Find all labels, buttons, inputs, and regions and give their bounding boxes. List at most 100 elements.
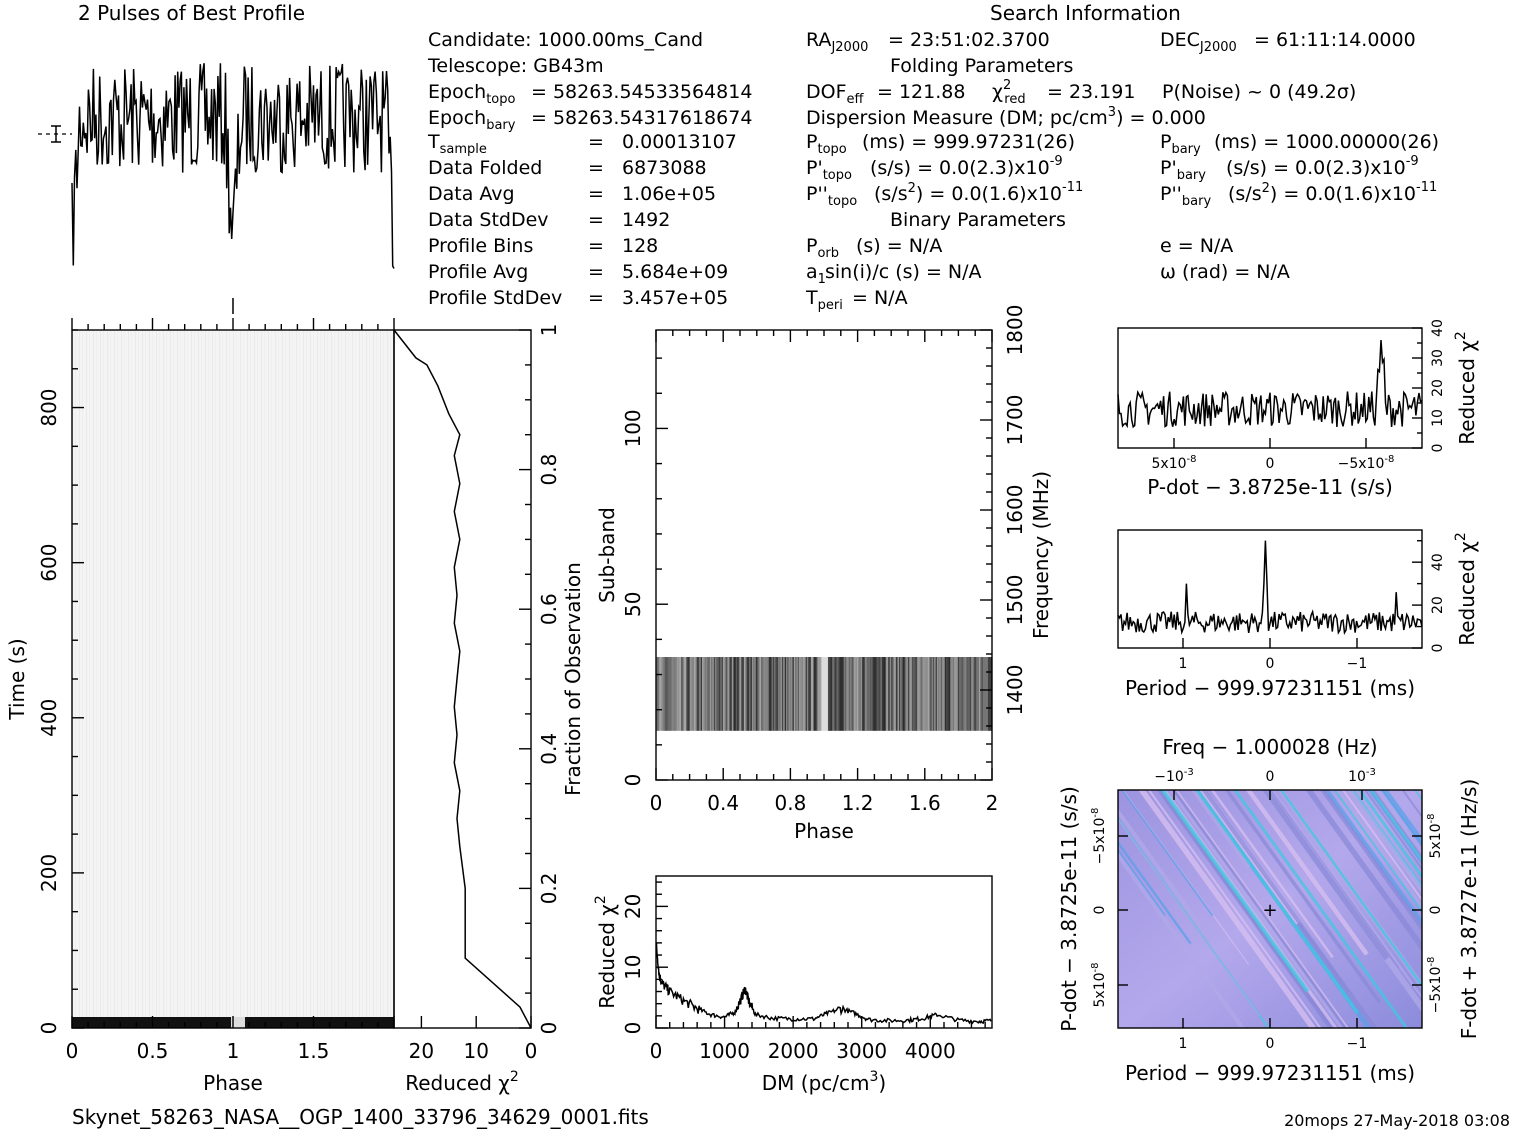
subband-stripe bbox=[700, 657, 703, 731]
subband-stripe bbox=[783, 657, 785, 731]
subband-stripes bbox=[656, 657, 993, 731]
subband-stripe bbox=[873, 657, 876, 731]
subband-stripe bbox=[932, 657, 935, 731]
subband-stripe bbox=[925, 657, 927, 731]
p-pdot-streak bbox=[1341, 790, 1422, 902]
p-topo: (ms) = 999.97231(26) bbox=[862, 131, 1075, 153]
subband-stripe bbox=[936, 657, 939, 731]
pd-topo: (s/s) = 0.0(2.3)x10-9 bbox=[870, 154, 1063, 179]
subband-stripe bbox=[971, 657, 973, 731]
profile-bins: 128 bbox=[622, 235, 658, 257]
subband-stripe bbox=[713, 657, 716, 731]
p-pdot-streak bbox=[1319, 790, 1422, 932]
subband-x-tick-label: 0.4 bbox=[707, 791, 739, 815]
subband-stripe bbox=[851, 657, 854, 731]
subband-stripe bbox=[944, 657, 947, 731]
subband-stripe bbox=[902, 657, 905, 731]
subband-stripe bbox=[909, 657, 911, 731]
footer-stamp: 20mops 27-May-2018 03:08 bbox=[1284, 1111, 1510, 1130]
subband-y2-tick-label: 1600 bbox=[1003, 485, 1027, 536]
candidate: Candidate: 1000.00ms_Cand bbox=[428, 29, 703, 51]
subband-stripe bbox=[762, 657, 764, 731]
p-pdot-y2-tick-label: −5x10-8 bbox=[1426, 957, 1444, 1014]
subband-stripe bbox=[956, 657, 959, 731]
subband-stripe bbox=[934, 657, 936, 731]
subband-panel: 0 0.4 0.8 1.2 1.6 2 0 50 100 1400 1500 1600 1700 18… bbox=[595, 305, 1053, 843]
subband-stripe bbox=[750, 657, 753, 731]
subband-stripe bbox=[682, 657, 684, 731]
subband-stripe bbox=[847, 657, 850, 731]
subband-stripe bbox=[707, 657, 709, 731]
subband-stripe bbox=[948, 657, 951, 731]
pdd-bary-text: (s/s bbox=[1228, 183, 1262, 205]
time-phase-image bbox=[72, 330, 394, 1028]
subband-stripe bbox=[953, 657, 956, 731]
p-pdot-x2-tick-exp: -3 bbox=[1184, 767, 1194, 778]
p-pdot-x2-tick-label: 0 bbox=[1266, 769, 1275, 785]
pdot-chi2-xlabel: P-dot − 3.8725e-11 (s/s) bbox=[1147, 475, 1393, 499]
subband-stripe bbox=[749, 657, 751, 731]
a1-label: a1 bbox=[806, 261, 826, 287]
subband-stripe bbox=[986, 657, 989, 731]
equals: = bbox=[588, 261, 604, 283]
pdot-chi2-y-tick-label: 10 bbox=[1430, 409, 1446, 427]
subband-stripe bbox=[848, 657, 851, 731]
subband-stripe bbox=[763, 657, 766, 731]
subband-stripe bbox=[896, 657, 898, 731]
pdot-chi2-series-line bbox=[1117, 339, 1423, 429]
period-chi2-ylabel-text: Reduced χ bbox=[1455, 541, 1479, 646]
subband-stripe bbox=[852, 657, 855, 731]
subband-stripe bbox=[745, 657, 747, 731]
time-phase-x-tick-label: 1.5 bbox=[298, 1039, 330, 1063]
subband-stripe bbox=[881, 657, 884, 731]
subband-stripe bbox=[708, 657, 711, 731]
subband-stripe bbox=[887, 657, 889, 731]
subband-stripe bbox=[684, 657, 687, 731]
p-pdot-streak bbox=[1118, 851, 1246, 1028]
p-pdot-streak bbox=[1201, 790, 1350, 993]
subband-stripe bbox=[691, 657, 694, 731]
subband-stripe bbox=[960, 657, 963, 731]
dm-chi2-xlabel: DM (pc/cm3) bbox=[762, 1069, 886, 1095]
ra: = 23:51:02.3700 bbox=[888, 29, 1050, 51]
subband-stripe bbox=[841, 657, 843, 731]
time-chi2-y-tick-label: 0 bbox=[537, 1022, 561, 1035]
subband-stripe bbox=[918, 657, 921, 731]
time-phase-y-tick-label: 800 bbox=[37, 388, 61, 426]
subband-stripe bbox=[959, 657, 961, 731]
pdd-topo-tail: ) = 0.0(1.6)x10 bbox=[916, 183, 1062, 205]
p-bary-label: Pbary bbox=[1160, 131, 1201, 157]
period-chi2-xlabel: Period − 999.97231151 (ms) bbox=[1125, 676, 1415, 700]
dm-line-text: Dispersion Measure (DM; pc/cm bbox=[806, 107, 1108, 129]
subband-stripe bbox=[808, 657, 810, 731]
subband-stripe bbox=[821, 657, 823, 731]
subband-stripe bbox=[738, 657, 741, 731]
subband-stripe bbox=[803, 657, 805, 731]
pdot-chi2-y-ticks: 0 10 20 30 40 bbox=[1412, 319, 1446, 452]
p-pdot-streak bbox=[1224, 790, 1381, 1004]
subband-stripe bbox=[871, 657, 873, 731]
subband-stripe bbox=[797, 657, 800, 731]
subband-stripe bbox=[890, 657, 893, 731]
subband-stripe bbox=[767, 657, 770, 731]
p-pdot-streak bbox=[1367, 790, 1422, 866]
dm-chi2-x-tick-label: 2000 bbox=[768, 1039, 819, 1063]
subband-stripe bbox=[730, 657, 733, 731]
subband-stripe bbox=[699, 657, 701, 731]
p-pdot-streak bbox=[1369, 790, 1422, 863]
profile-bins-label: Profile Bins bbox=[428, 235, 533, 257]
p-pdot-streak bbox=[1262, 790, 1390, 961]
dm-value: ) = 0.000 bbox=[1116, 107, 1206, 129]
equals: = bbox=[588, 183, 604, 205]
subband-xlabel: Phase bbox=[794, 819, 854, 843]
p-pdot-panel: + 1 0 −1 −10-3 0 10-3 −5x10-8 0 5x10-8 5x10-8 0… bbox=[1057, 735, 1481, 1085]
subband-stripe bbox=[671, 657, 674, 731]
period-chi2-y-tick-label: 40 bbox=[1430, 553, 1446, 571]
subband-stripe bbox=[988, 657, 990, 731]
p-pdot-streak bbox=[1357, 790, 1422, 879]
dm-chi2-y-tick-label: 10 bbox=[621, 954, 645, 979]
subband-stripe bbox=[973, 657, 976, 731]
time-phase-y-tick-label: 0 bbox=[37, 1022, 61, 1035]
dm-chi2-x-tick-label: 1000 bbox=[699, 1039, 750, 1063]
subband-stripe bbox=[877, 657, 880, 731]
